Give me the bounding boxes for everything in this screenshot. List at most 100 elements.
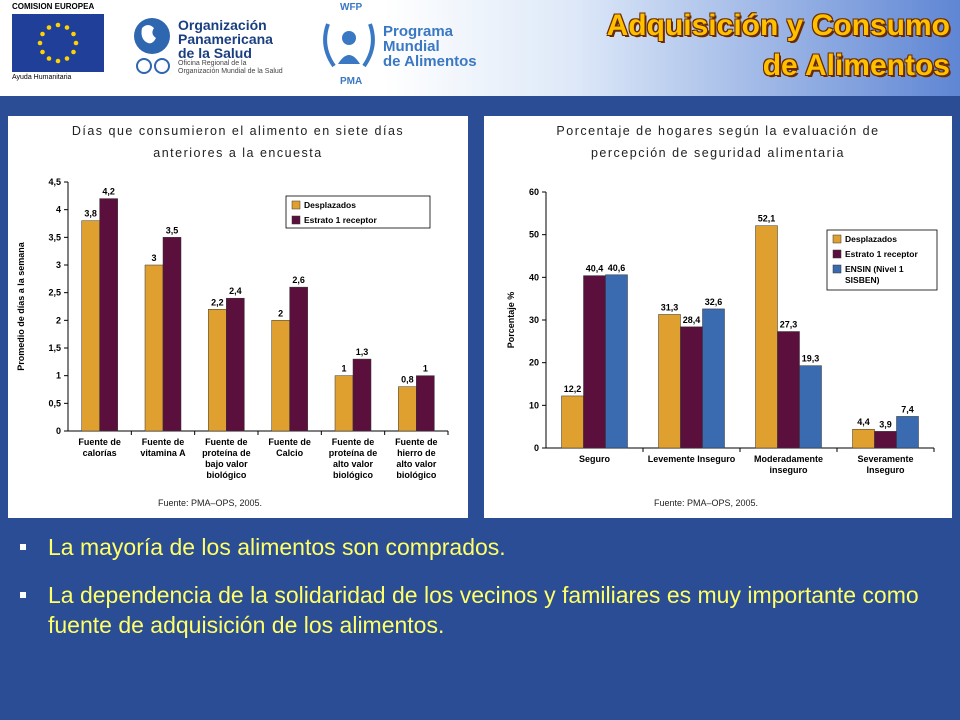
bar <box>702 308 725 449</box>
bar <box>605 274 628 449</box>
x-tick-label: Fuente de proteína de bajo valor biológico <box>202 437 251 480</box>
bar <box>896 416 919 449</box>
x-tick-label-line: Fuente de <box>142 437 185 447</box>
legend-label: Estrato 1 receptor <box>304 215 377 225</box>
legend-swatch <box>832 249 842 259</box>
bar <box>81 220 100 432</box>
page-title: Adquisición y Consumo de Alimentos <box>606 9 950 82</box>
bar <box>144 264 164 432</box>
x-tick-label-line: proteína de <box>329 448 378 458</box>
legend-box <box>826 229 938 291</box>
chart-panel-left: Días que consumieron el alimento en siet… <box>8 116 468 518</box>
y-tick-label: 2 <box>56 315 61 325</box>
eu-subtitle: Ayuda Humanitaria <box>12 74 72 81</box>
y-tick-label: 3 <box>56 260 61 270</box>
y-tick-label: 0 <box>534 443 539 453</box>
y-tick-label: 0 <box>56 426 61 436</box>
x-tick-label-line: proteína de <box>202 448 251 458</box>
x-tick-label-line: alto valor <box>333 459 374 469</box>
chart-source: Fuente: PMA–OPS, 2005. <box>654 498 759 508</box>
x-tick-label-line: Calcio <box>276 448 304 458</box>
data-label: 27,3 <box>780 320 798 330</box>
y-tick-label: 40 <box>529 272 539 282</box>
x-tick-label-line: Fuente de <box>332 437 375 447</box>
bar <box>755 225 778 449</box>
chart-panel-right: Porcentaje de hogares según la evaluació… <box>484 116 952 518</box>
y-tick-label: 30 <box>529 315 539 325</box>
y-axis-label: Promedio de días a la semana <box>16 241 26 371</box>
data-label: 12,2 <box>564 384 582 394</box>
y-tick-label: 50 <box>529 230 539 240</box>
y-tick-label: 0,5 <box>48 398 61 408</box>
x-tick-label-line: Fuente de <box>205 437 248 447</box>
wfp-abbrev: PMA <box>340 76 363 87</box>
legend-swatch <box>832 264 842 274</box>
y-tick-label: 1,5 <box>48 343 61 353</box>
bar <box>777 331 800 449</box>
legend-swatch <box>291 215 301 225</box>
legend-label: Desplazados <box>304 200 356 210</box>
legend-label: Estrato 1 receptor <box>845 249 918 259</box>
y-tick-label: 4 <box>56 205 61 215</box>
legend-box <box>285 195 431 229</box>
header-banner: COMISION EUROPEA Ayuda Humanitaria Organ… <box>0 0 960 96</box>
y-tick-label: 3,5 <box>48 232 61 242</box>
eu-flag-logo <box>12 14 104 72</box>
y-tick-label: 1 <box>56 371 61 381</box>
data-label: 3,9 <box>879 419 892 429</box>
bar <box>874 431 897 449</box>
chart-source: Fuente: PMA–OPS, 2005. <box>158 498 263 508</box>
x-tick-label: Fuente de proteína de alto valor biológico <box>329 437 378 480</box>
ops-subtitle: Oficina Regional de la Organización Mund… <box>178 60 283 75</box>
chart-title: Días que consumieron el alimento en siet… <box>71 124 405 160</box>
x-tick-label-line: Fuente de <box>78 437 121 447</box>
x-tick-label-line: calorías <box>83 448 117 458</box>
data-label: 0,8 <box>401 375 414 385</box>
data-label: 52,1 <box>758 214 776 224</box>
bullet-square-icon <box>20 592 26 598</box>
data-label: 40,4 <box>586 264 604 274</box>
x-tick-label-line: biológico <box>396 470 436 480</box>
y-tick-label: 10 <box>529 400 539 410</box>
bar <box>271 320 290 432</box>
bar <box>162 237 182 432</box>
wfp-label: WFP <box>340 2 363 13</box>
x-tick-label-line: Levemente Inseguro <box>648 454 736 464</box>
y-tick-label: 2,5 <box>48 288 61 298</box>
bullet-list: La mayoría de los alimentos son comprado… <box>20 532 920 658</box>
x-tick-label-line: vitamina A <box>140 448 186 458</box>
bar <box>658 314 681 449</box>
x-tick-label-line: biológico <box>333 470 373 480</box>
y-tick-label: 60 <box>529 187 539 197</box>
bullet-item: La mayoría de los alimentos son comprado… <box>20 532 920 562</box>
chart-title: Porcentaje de hogares según la evaluació… <box>556 124 880 160</box>
x-tick-label: Fuente de vitamina A <box>140 437 186 458</box>
y-tick-label: 20 <box>529 358 539 368</box>
data-label: 2,4 <box>229 286 242 296</box>
x-tick-label-line: inseguro <box>769 465 808 475</box>
bar <box>583 275 606 449</box>
x-tick-label: Seguro <box>579 454 611 464</box>
data-label: 32,6 <box>705 297 723 307</box>
data-label: 1 <box>423 364 428 374</box>
bar <box>99 198 118 432</box>
x-tick-label: Fuente de Calcio <box>268 437 311 458</box>
x-tick-label-line: Inseguro <box>866 465 905 475</box>
x-tick-label-line: bajo valor <box>205 459 248 469</box>
y-axis-label: Porcentaje % <box>506 292 516 349</box>
bullet-square-icon <box>20 544 26 550</box>
data-label: 3 <box>151 253 156 263</box>
bar <box>398 386 417 432</box>
x-tick-label: Severamente Inseguro <box>857 454 913 475</box>
data-label: 2,6 <box>292 275 305 285</box>
legend-label: SISBEN) <box>845 275 880 285</box>
data-label: 7,4 <box>901 404 914 414</box>
bar <box>852 428 875 449</box>
bar <box>289 286 308 432</box>
data-label: 4,4 <box>857 417 870 427</box>
data-label: 40,6 <box>608 263 626 273</box>
x-tick-label-line: Seguro <box>579 454 611 464</box>
x-tick-label-line: alto valor <box>396 459 437 469</box>
data-label: 4,2 <box>102 187 115 197</box>
x-tick-label-line: biológico <box>206 470 246 480</box>
